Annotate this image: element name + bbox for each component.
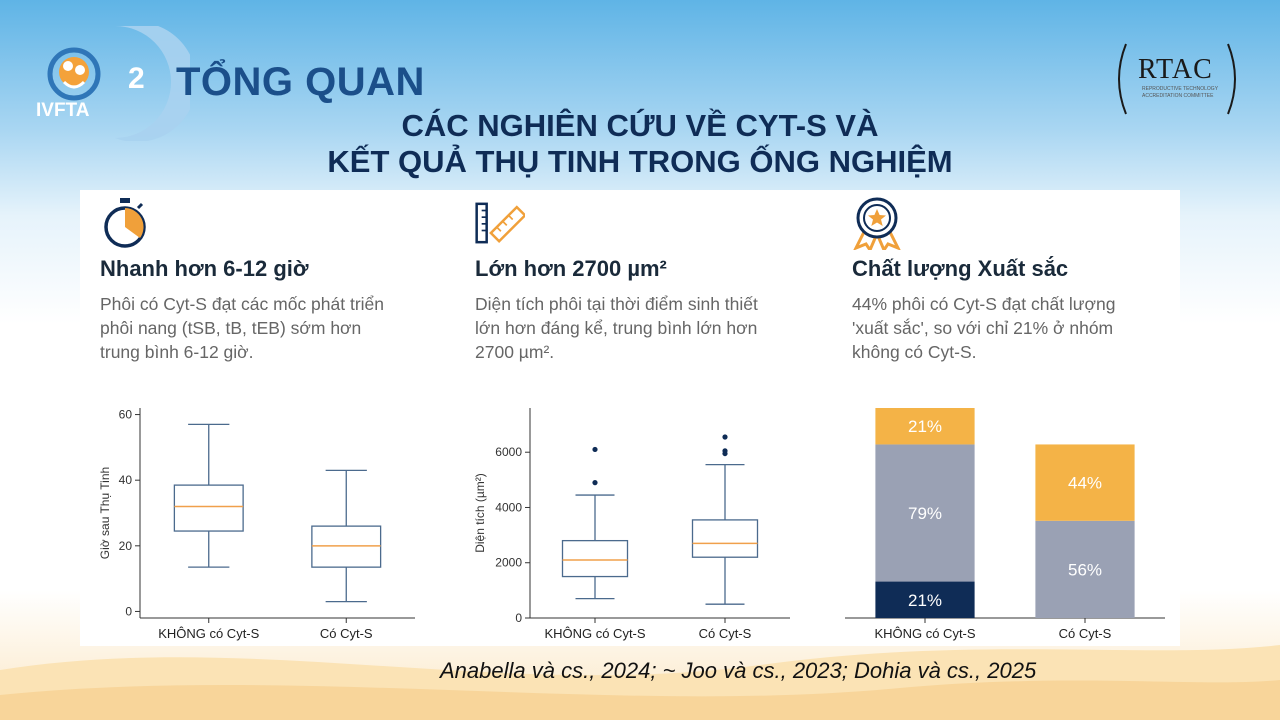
finding-heading-quality: Chất lượng Xuất sắc [852, 256, 1069, 281]
x-tick-label: Có Cyt-S [320, 626, 373, 641]
finding-text-line: phôi nang (tSB, tB, tEB) sớm hơn [100, 318, 362, 338]
iqr-box [561, 539, 629, 578]
stopwatch-icon [104, 198, 146, 248]
rtac-logo-text: RTAC [1138, 54, 1213, 85]
ivfta-logo-text: IVFTA [36, 100, 90, 121]
finding-text-speed: Phôi có Cyt-S đạt các mốc phát triển phô… [100, 292, 430, 364]
finding-text-line: 'xuất sắc', so với chỉ 21% ở nhóm [852, 318, 1114, 338]
x-tick-label: Có Cyt-S [1059, 626, 1112, 641]
ivfta-logo: IVFTA [36, 26, 190, 141]
y-tick-label: 0 [515, 611, 522, 625]
y-axis-title: Diện tích (µm²) [473, 473, 487, 553]
bar-segment-label: 21% [908, 591, 942, 610]
boxplot-area-chart: 0 2000 4000 6000 Diện tích (µm²) KHÔNG có Cyt… [473, 408, 790, 641]
y-tick-label: 2000 [495, 556, 522, 570]
y-tick-label: 4000 [495, 500, 522, 514]
y-tick-label: 6000 [495, 445, 522, 459]
stacked-bar-quality-chart: 21% 79% 21% KHÔNG có Cyt-S 56% 44% Có Cyt-S [845, 408, 1165, 641]
slide-title-line1: CÁC NGHIÊN CỨU VỀ CYT-S VÀ [401, 108, 879, 143]
finding-text-line: 44% phôi có Cyt-S đạt chất lượng [852, 294, 1116, 314]
stacked-bar-segment [875, 444, 975, 582]
slide-title-line2: KẾT QUẢ THỤ TINH TRONG ỐNG NGHIỆM [327, 144, 953, 179]
content-panel: Nhanh hơn 6-12 giờ Phôi có Cyt-S đạt các… [80, 190, 1180, 646]
stacked-bar-segment [875, 408, 975, 445]
section-number: 2 [128, 62, 145, 95]
section-title: TỔNG QUAN [176, 60, 425, 104]
ruler-icon [475, 202, 525, 244]
y-axis-title: Giờ sau Thụ Tinh [98, 467, 112, 559]
footer-wave-decoration [0, 645, 1280, 720]
finding-heading-size: Lớn hơn 2700 µm² [475, 256, 667, 281]
rtac-logo-subtitle: REPRODUCTIVE TECHNOLOGY ACCREDITATION CO… [1142, 86, 1218, 99]
x-tick-label: KHÔNG có Cyt-S [874, 626, 975, 641]
iqr-box [311, 525, 382, 568]
finding-text-line: Diện tích phôi tại thời điểm sinh thiết [475, 294, 758, 314]
rtac-logo-frame [1118, 43, 1236, 115]
finding-text-line: không có Cyt-S. [852, 342, 977, 362]
bar-segment-label: 56% [1068, 560, 1102, 579]
bar-segment-label: 44% [1068, 474, 1102, 493]
x-tick-label: KHÔNG có Cyt-S [544, 626, 645, 641]
outlier-point [592, 446, 598, 453]
stacked-bar-segment [1035, 444, 1135, 521]
stacked-bar-segment [875, 581, 975, 618]
iqr-box [691, 519, 759, 558]
finding-heading-speed: Nhanh hơn 6-12 giờ [100, 256, 309, 281]
outlier-point [722, 448, 728, 454]
boxplot-hours-chart: 0 20 40 60 Giờ sau Thụ Tinh KHÔNG có Cyt-S Có … [98, 408, 415, 641]
iqr-box [173, 484, 244, 532]
stacked-bar-segment [1035, 520, 1135, 618]
bar-segment-label: 79% [908, 504, 942, 523]
finding-text-line: 2700 µm². [475, 342, 555, 362]
y-tick-label: 40 [119, 473, 133, 487]
finding-text-quality: 44% phôi có Cyt-S đạt chất lượng 'xuất s… [852, 292, 1182, 364]
finding-text-line: trung bình 6-12 giờ. [100, 342, 254, 362]
citation-text: Anabella và cs., 2024; ~ Joo và cs., 202… [440, 658, 1037, 683]
y-tick-label: 0 [125, 604, 132, 618]
finding-text-line: lớn hơn đáng kể, trung bình lớn hơn [475, 318, 758, 338]
y-tick-label: 60 [119, 408, 133, 422]
x-tick-label: KHÔNG có Cyt-S [158, 626, 259, 641]
outlier-point [592, 480, 598, 486]
award-medal-icon [853, 197, 901, 250]
finding-text-size: Diện tích phôi tại thời điểm sinh thiết … [475, 292, 805, 364]
finding-text-line: Phôi có Cyt-S đạt các mốc phát triển [100, 294, 385, 314]
outlier-point [722, 434, 728, 440]
x-tick-label: Có Cyt-S [699, 626, 752, 641]
y-tick-label: 20 [119, 539, 133, 553]
bar-segment-label: 21% [908, 417, 942, 436]
